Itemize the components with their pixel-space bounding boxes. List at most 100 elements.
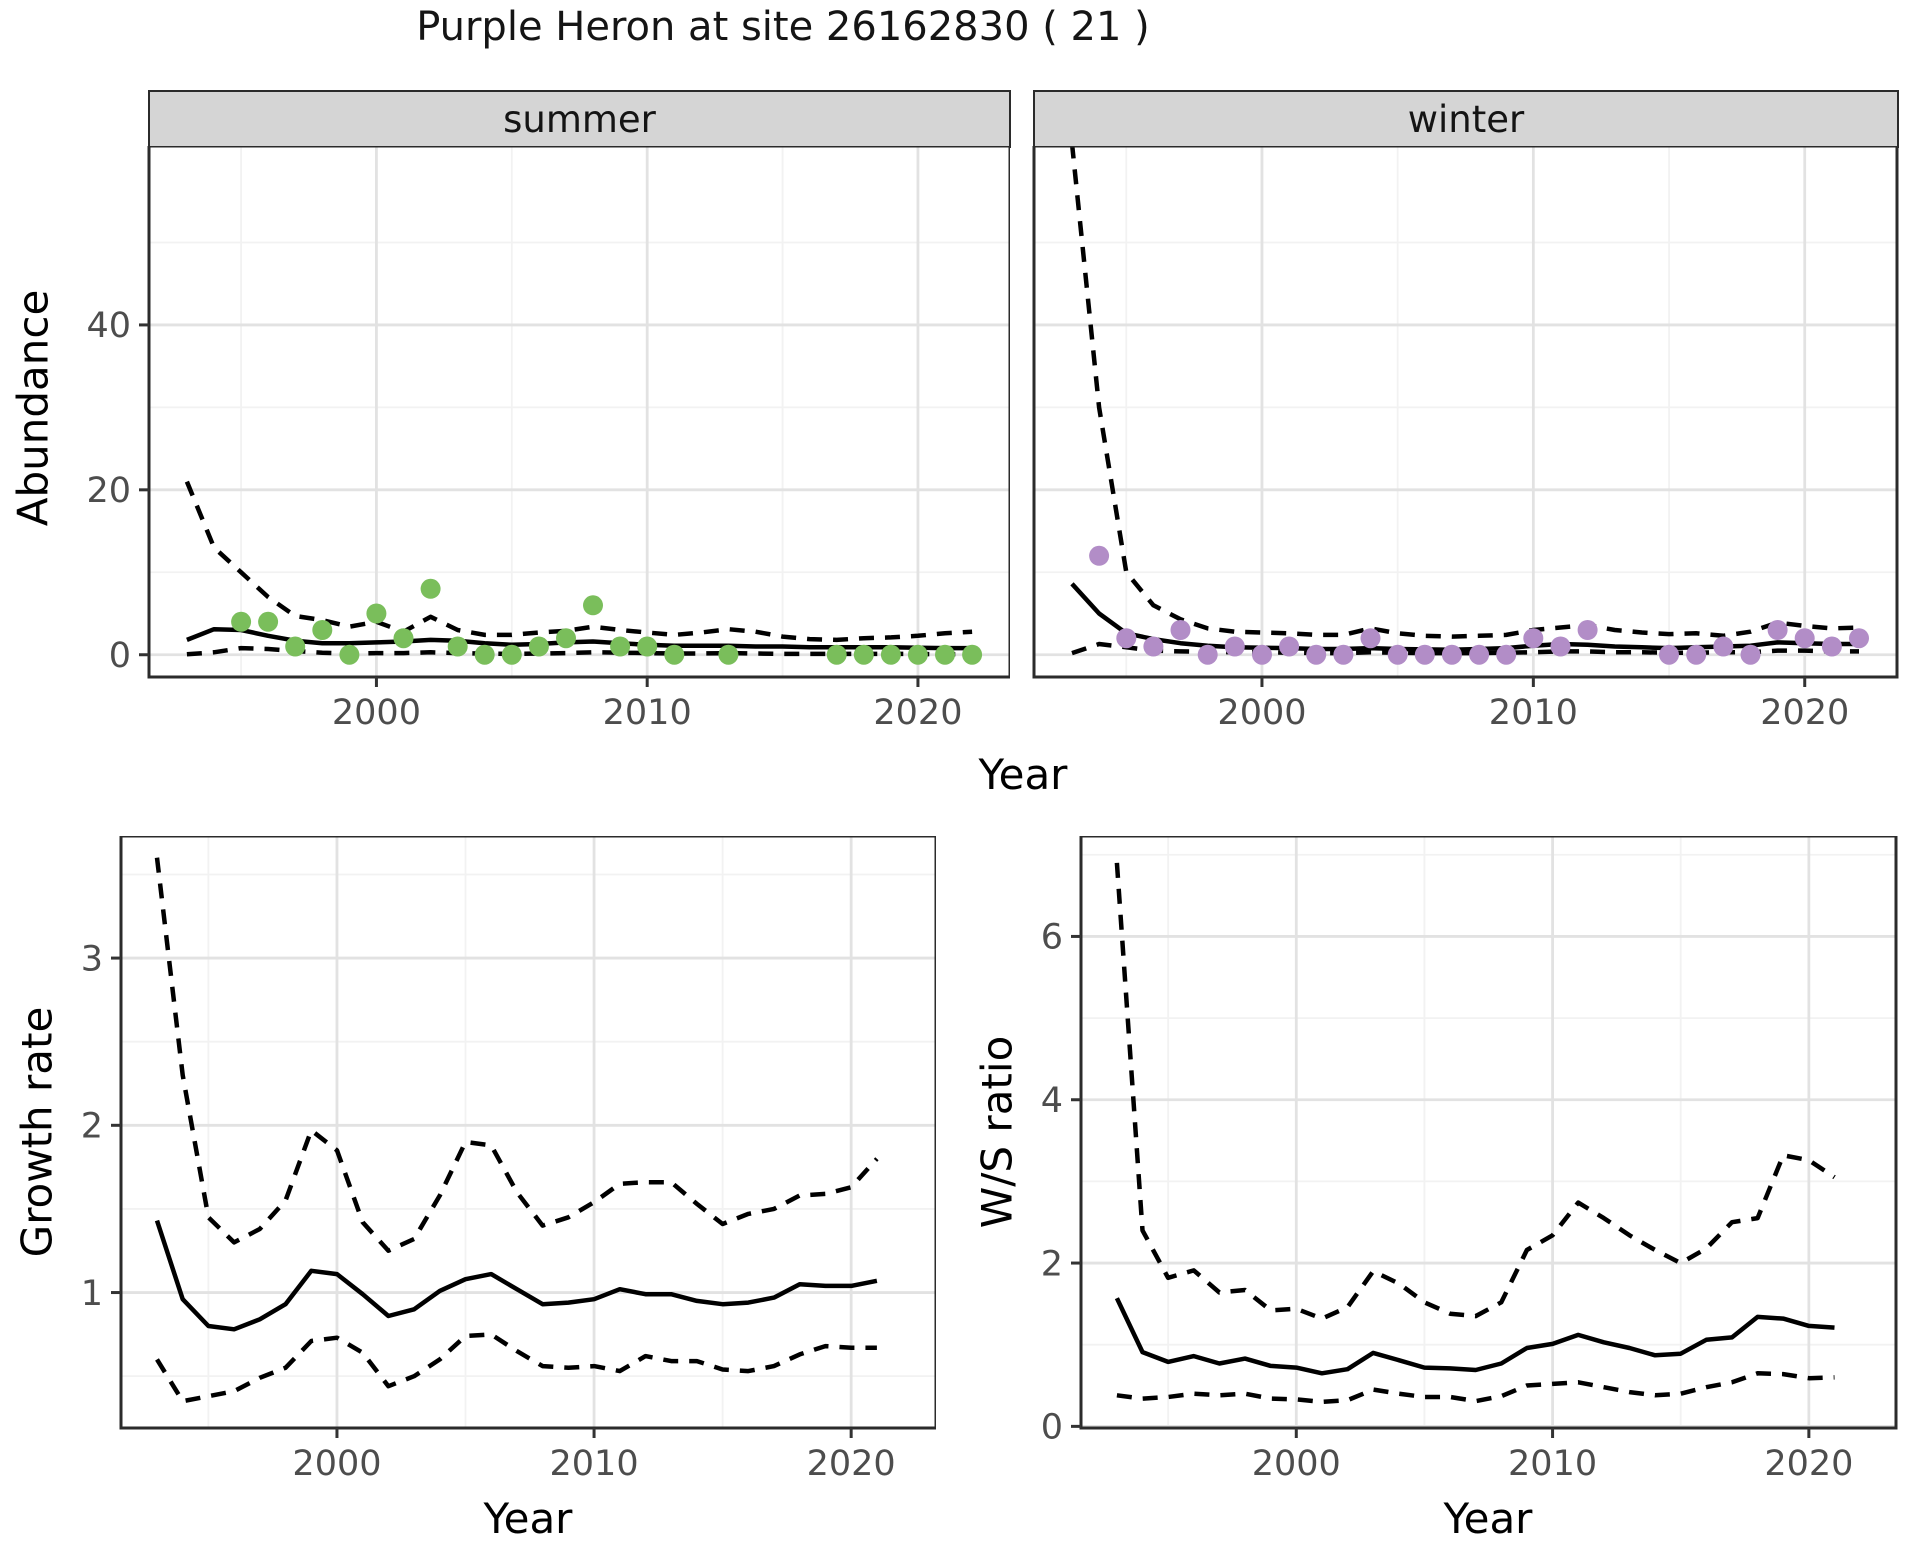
data-point (474, 644, 495, 665)
data-point (583, 595, 603, 616)
data-point (718, 644, 739, 665)
growth-year-axis-title: Year (483, 1494, 573, 1543)
data-point (1577, 620, 1598, 640)
ws-ratio-panel: 2000 2010 2020 0 2 4 6 (1041, 836, 1898, 1484)
winter-abundance-panel: 2000 2010 2020 (1032, 146, 1899, 733)
data-point (285, 636, 306, 657)
data-point (907, 644, 928, 665)
data-point (1740, 644, 1761, 665)
x-tick-label: 2020 (1760, 693, 1849, 733)
data-point (339, 644, 360, 665)
data-point (1550, 636, 1571, 657)
chart-title: Purple Heron at site 26162830 ( 21 ) (416, 4, 1150, 50)
data-point (1713, 636, 1734, 657)
data-point (528, 636, 549, 657)
data-point (1306, 644, 1327, 665)
data-point (1414, 644, 1435, 665)
panel-background (149, 146, 1010, 677)
data-point (447, 636, 468, 657)
panel-border (1032, 146, 1899, 679)
y-tick-label: 0 (1041, 1408, 1063, 1448)
data-point (1659, 644, 1679, 665)
data-point (1523, 628, 1544, 649)
data-point (1197, 644, 1218, 665)
x-tick-label: 2000 (1217, 693, 1306, 733)
facet-strip-winter: winter (1033, 90, 1899, 148)
data-layer (184, 480, 983, 665)
abundance-axis-title: Abundance (8, 289, 58, 527)
data-point (1686, 644, 1707, 665)
upper-ci-line (1069, 146, 1860, 639)
x-tick-label: 2010 (603, 693, 692, 733)
x-tick-label: 2010 (1508, 1444, 1597, 1484)
y-tick-label: 20 (86, 471, 131, 511)
x-tick-label: 2010 (1489, 693, 1578, 733)
x-tick-label: 2020 (873, 693, 962, 733)
data-point (880, 644, 901, 665)
panel-background (1081, 836, 1896, 1428)
data-point (1333, 644, 1354, 665)
data-point (610, 636, 631, 657)
ws-year-axis-title: Year (1443, 1494, 1533, 1543)
data-point (501, 644, 522, 665)
panel-background (1034, 146, 1897, 677)
top-year-axis-title: Year (978, 750, 1068, 799)
data-point (1469, 644, 1490, 665)
fit-line (154, 1219, 878, 1332)
data-point (1821, 636, 1842, 657)
data-point (312, 620, 333, 640)
panel-border (119, 836, 936, 1430)
data-point (1252, 644, 1272, 665)
facet-strip-winter-label: winter (1407, 97, 1525, 141)
y-tick-label: 40 (86, 306, 131, 346)
y-tick-label: 6 (1041, 918, 1063, 958)
data-point (420, 578, 441, 599)
data-point (1089, 545, 1110, 566)
facet-strip-summer: summer (148, 90, 1011, 148)
data-layer (1114, 862, 1836, 1405)
data-point (1279, 636, 1300, 657)
data-point (1143, 636, 1164, 657)
data-point (1794, 628, 1815, 649)
y-tick-label: 1 (81, 1274, 103, 1314)
data-point (1170, 620, 1191, 640)
data-point (1767, 620, 1788, 640)
x-tick-label: 2000 (332, 693, 421, 733)
data-point (231, 611, 252, 632)
data-point (1496, 644, 1517, 665)
x-tick-label: 2020 (1764, 1444, 1853, 1484)
x-tick-label: 2010 (550, 1444, 639, 1484)
x-tick-label: 2020 (807, 1444, 896, 1484)
panel-border (1079, 836, 1898, 1430)
data-point (664, 644, 685, 665)
data-point (393, 628, 414, 649)
upper-ci-line (1114, 862, 1836, 1321)
data-point (1441, 644, 1462, 665)
y-tick-label: 0 (109, 636, 131, 676)
data-point (826, 644, 847, 665)
growth-rate-panel: 2000 2010 2020 1 2 3 (81, 836, 936, 1484)
upper-ci-line (154, 857, 879, 1253)
fit-line (1114, 1297, 1835, 1376)
data-point (1116, 628, 1137, 649)
y-tick-label: 3 (81, 939, 103, 979)
panel-border (147, 146, 1010, 679)
y-tick-label: 4 (1041, 1081, 1063, 1121)
lower-ci-line (1116, 1371, 1835, 1405)
data-point (637, 636, 658, 657)
x-tick-label: 2000 (1252, 1444, 1341, 1484)
data-point (1224, 636, 1245, 657)
x-tick-label: 2000 (292, 1444, 381, 1484)
summer-abundance-panel: 2000 2010 2020 0 20 40 (86, 146, 1010, 733)
data-point (935, 644, 955, 665)
y-tick-label: 2 (1041, 1244, 1063, 1284)
data-point (258, 611, 279, 632)
data-point (366, 603, 387, 624)
data-point (556, 628, 576, 649)
panel-background (121, 836, 936, 1428)
data-layer (154, 857, 879, 1404)
facet-strip-summer-label: summer (503, 97, 656, 141)
lower-ci-line (155, 1332, 877, 1404)
upper-ci-line (184, 480, 973, 643)
